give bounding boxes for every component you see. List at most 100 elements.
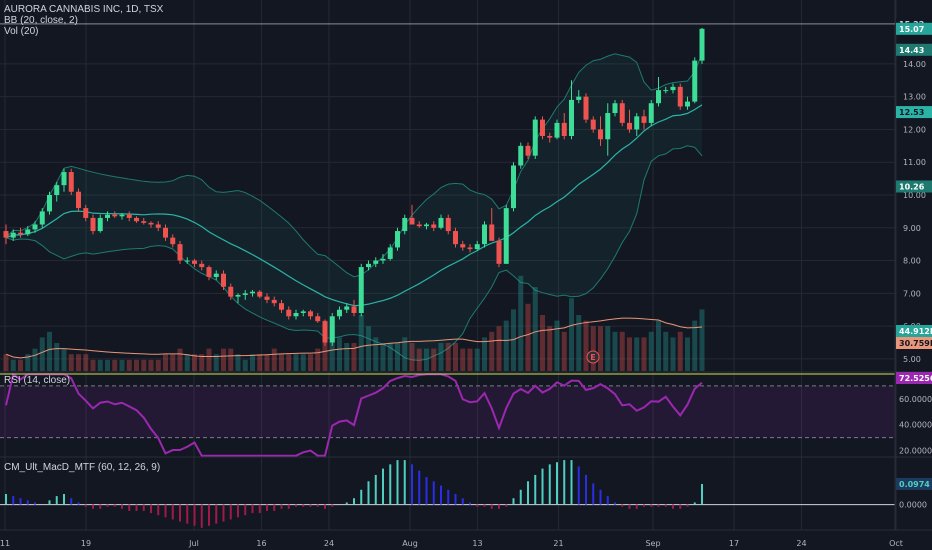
volume-bar <box>438 343 444 371</box>
volume-bar <box>460 348 466 371</box>
volume-bar <box>54 343 60 371</box>
candle-body <box>474 244 480 250</box>
candle-body <box>525 145 531 156</box>
candle-body <box>250 291 255 294</box>
candle-body <box>685 101 690 107</box>
bb-upper-line <box>5 53 703 278</box>
macd-y-tick-label: 0.0000 <box>899 501 927 510</box>
volume-bar <box>315 348 321 371</box>
candle-body <box>68 172 74 192</box>
candle-body <box>242 293 248 295</box>
volume-ma-tag: 30.759M <box>899 339 932 348</box>
candle-body <box>235 294 241 297</box>
macd-legend[interactable]: CM_Ult_MacD_MTF (60, 12, 26, 9) <box>4 462 161 473</box>
candle-body <box>496 240 502 264</box>
candle-body <box>97 217 103 232</box>
candle-body <box>112 214 118 217</box>
candle-body <box>445 217 451 232</box>
volume-bar <box>10 359 16 371</box>
volume-bar <box>344 343 350 371</box>
volume-last-tag: 44.912M <box>899 327 932 336</box>
rsi-line <box>5 372 703 457</box>
volume-bar <box>279 354 284 371</box>
volume-bar <box>540 315 545 371</box>
volume-bar <box>605 326 611 371</box>
rsi-y-tick-label: 20.0000 <box>899 447 932 456</box>
volume-bar <box>576 315 582 371</box>
x-tick-label: 24 <box>796 539 806 548</box>
candle-body <box>438 217 444 228</box>
volume-bar <box>453 343 458 371</box>
bb-legend[interactable]: BB (20, close, 2) <box>4 15 78 26</box>
candle-body <box>213 273 219 277</box>
bb-lower-line <box>5 145 703 361</box>
rsi-legend[interactable]: RSI (14, close) <box>4 375 71 386</box>
candle-body <box>554 122 560 138</box>
volume-bar <box>518 275 524 371</box>
volume-bar <box>373 337 379 371</box>
volume-bar <box>590 326 596 371</box>
vol-legend[interactable]: Vol (20) <box>4 26 39 37</box>
candle-body <box>402 217 408 232</box>
volume-bar <box>525 303 531 371</box>
x-tick-label: 19 <box>81 539 91 548</box>
candle-body <box>293 313 299 317</box>
candle-body <box>547 136 553 138</box>
volume-bar <box>670 337 676 371</box>
y-tick-label: 5.00 <box>903 355 921 364</box>
volume-bar <box>496 326 502 371</box>
volume-bar <box>416 348 422 371</box>
volume-bar <box>685 337 690 371</box>
y-tick-label: 8.00 <box>903 257 921 266</box>
candle-body <box>605 113 611 140</box>
candle-body <box>634 116 640 130</box>
candle-body <box>656 90 661 104</box>
main-legend: AURORA CANNABIS INC, 1D, TSX BB (20, clo… <box>4 4 163 37</box>
earnings-event-marker <box>586 350 600 364</box>
volume-bar <box>32 348 38 371</box>
volume-bar <box>699 309 705 371</box>
candle-body <box>619 103 625 123</box>
candle-body <box>315 316 321 322</box>
volume-bar <box>90 359 96 371</box>
volume-bar <box>380 343 386 371</box>
volume-bar <box>663 331 669 371</box>
volume-bar <box>532 287 538 371</box>
candle-body <box>126 214 132 218</box>
candle-body <box>90 217 96 232</box>
volume-bar <box>213 354 219 371</box>
rsi-y-tick-label: 60.0000 <box>899 395 932 404</box>
volume-bar <box>511 309 516 371</box>
volume-bar <box>329 326 335 371</box>
candlesticks: E <box>3 27 705 364</box>
volume-bar <box>489 331 495 371</box>
candle-body <box>373 260 379 264</box>
volume-bar <box>387 343 393 371</box>
volume-bar <box>293 354 299 371</box>
candle-body <box>351 306 357 313</box>
volume-bar <box>474 348 480 371</box>
volume-bar <box>547 326 553 371</box>
candle-body <box>395 231 400 248</box>
candle-body <box>119 214 125 217</box>
candle-body <box>503 208 509 264</box>
x-tick-label: 24 <box>324 539 334 548</box>
candle-body <box>648 103 654 123</box>
volume-bar <box>598 326 603 371</box>
volume-bar <box>467 348 473 371</box>
volume-bar <box>105 359 110 371</box>
volume-bar <box>177 348 183 371</box>
candle-body <box>511 165 516 209</box>
candle-body <box>482 224 487 245</box>
y-tick-label: 10.00 <box>903 191 926 200</box>
candle-body <box>380 258 386 261</box>
candle-body <box>540 119 545 136</box>
volume-bar <box>286 354 292 371</box>
volume-bar <box>184 354 190 371</box>
candle-body <box>467 247 473 250</box>
volume-bar <box>641 337 647 371</box>
x-tick-label: 17 <box>729 539 739 548</box>
volume-bar <box>235 354 241 371</box>
candle-body <box>163 227 168 238</box>
